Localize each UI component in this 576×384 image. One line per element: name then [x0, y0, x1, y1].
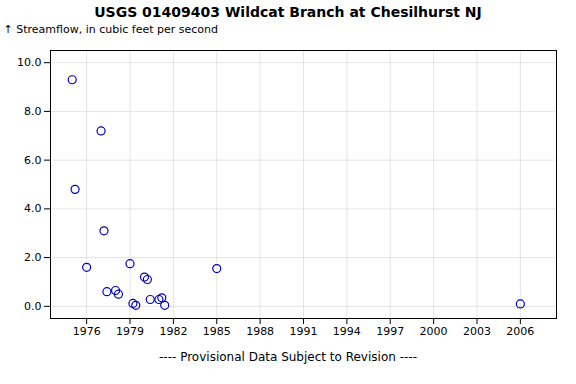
svg-text:6.0: 6.0 — [24, 154, 42, 167]
svg-text:1979: 1979 — [116, 325, 144, 338]
svg-text:↑ Streamflow, in cubic feet pe: ↑ Streamflow, in cubic feet per second — [4, 23, 219, 36]
svg-text:1985: 1985 — [203, 325, 231, 338]
svg-text:1982: 1982 — [159, 325, 187, 338]
svg-text:1988: 1988 — [246, 325, 274, 338]
svg-text:4.0: 4.0 — [24, 202, 42, 215]
svg-text:2000: 2000 — [420, 325, 448, 338]
svg-text:0.0: 0.0 — [24, 300, 42, 313]
svg-text:1994: 1994 — [333, 325, 361, 338]
svg-text:8.0: 8.0 — [24, 105, 42, 118]
svg-text:10.0: 10.0 — [17, 56, 42, 69]
html-text:---- Provisional Data Subject: ---- Provisional Data Subject to Revisio… — [159, 350, 417, 364]
html-text:USGS 01409403 Wildcat Branch a: USGS 01409403 Wildcat Branch at Chesilhu… — [94, 4, 482, 20]
svg-text:1991: 1991 — [290, 325, 318, 338]
svg-text:2006: 2006 — [506, 325, 534, 338]
svg-text:1997: 1997 — [376, 325, 404, 338]
svg-text:1976: 1976 — [73, 325, 101, 338]
svg-text:2003: 2003 — [463, 325, 491, 338]
svg-text:2.0: 2.0 — [24, 251, 42, 264]
